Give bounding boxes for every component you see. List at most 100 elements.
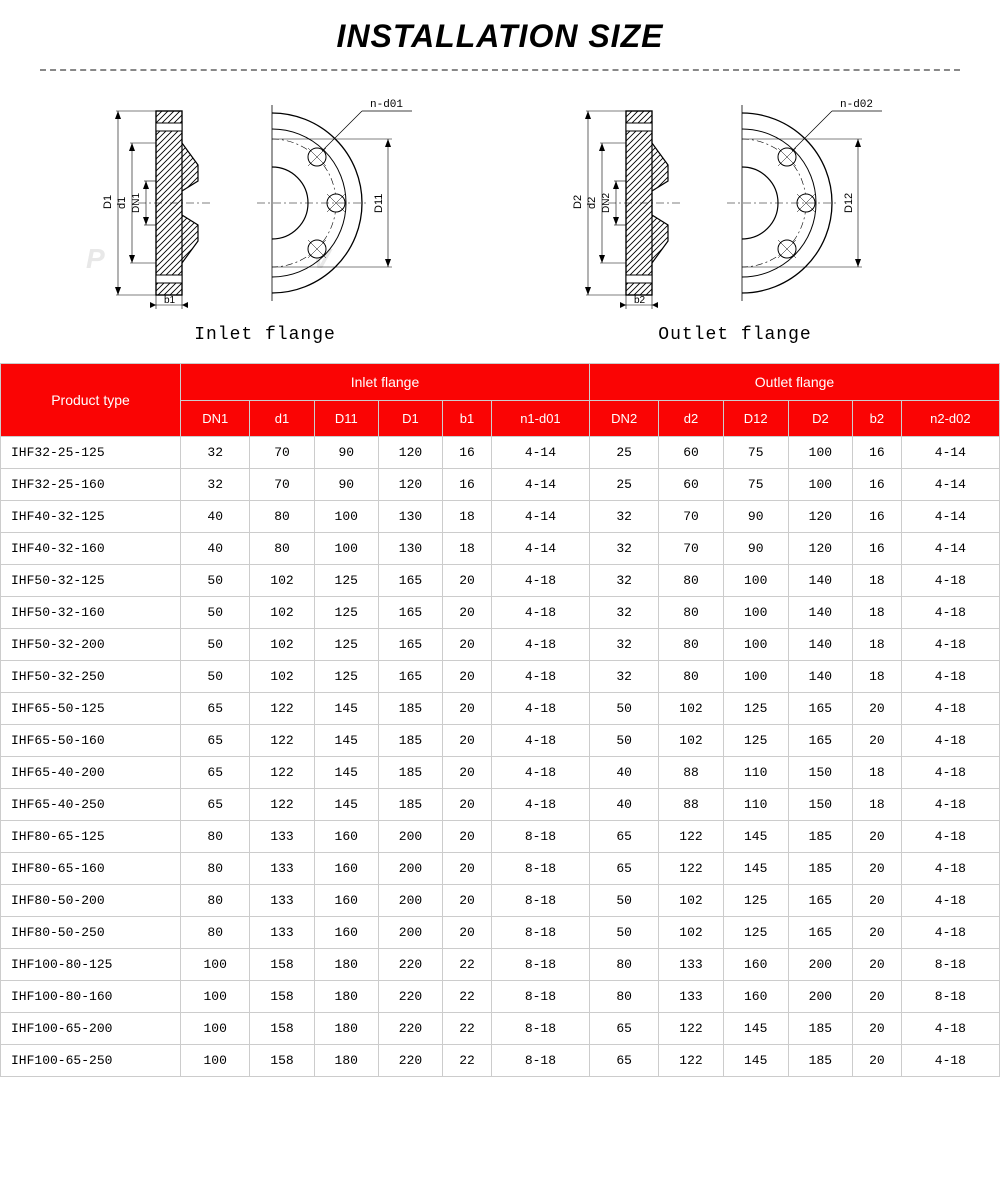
data-cell: 80 [250,533,314,565]
table-row: IHF65-50-16065122145185204-1850102125165… [1,725,1000,757]
data-cell: 8-18 [491,981,589,1013]
data-cell: 4-18 [491,565,589,597]
data-cell: 145 [314,693,378,725]
data-cell: 8-18 [901,949,999,981]
data-cell: 32 [589,661,658,693]
data-cell: 140 [788,565,852,597]
data-cell: 110 [723,789,788,821]
data-cell: 20 [443,821,492,853]
data-cell: 100 [723,629,788,661]
data-cell: 100 [181,981,250,1013]
data-cell: 200 [378,917,442,949]
data-cell: 165 [378,565,442,597]
data-cell: 122 [659,853,723,885]
data-cell: 65 [181,725,250,757]
product-cell: IHF40-32-125 [1,501,181,533]
data-cell: 145 [314,725,378,757]
data-cell: 102 [659,725,723,757]
data-cell: 80 [181,821,250,853]
data-cell: 20 [853,693,902,725]
data-cell: 18 [853,661,902,693]
data-cell: 32 [589,565,658,597]
data-cell: 145 [314,757,378,789]
data-cell: 180 [314,1045,378,1077]
data-cell: 22 [443,981,492,1013]
data-cell: 100 [181,1045,250,1077]
data-cell: 125 [314,629,378,661]
inlet-front-diagram: V n-d01 [252,93,452,313]
inlet-label: Inlet flange [194,325,336,345]
data-cell: 4-14 [491,469,589,501]
data-cell: 20 [443,597,492,629]
data-cell: 80 [659,565,723,597]
data-cell: 20 [853,821,902,853]
data-cell: 133 [250,821,314,853]
dim-DN2: DN2 [601,193,612,213]
separator-line [40,69,960,71]
data-cell: 70 [250,469,314,501]
dim-D1: D1 [102,195,114,209]
data-cell: 4-18 [901,597,999,629]
data-cell: 4-18 [901,1013,999,1045]
data-cell: 160 [314,917,378,949]
product-cell: IHF100-80-160 [1,981,181,1013]
th-outlet: Outlet flange [589,364,999,401]
data-cell: 4-18 [491,789,589,821]
data-cell: 4-14 [901,533,999,565]
th-col: b2 [853,401,902,437]
dim-D12: D12 [843,193,855,213]
data-cell: 185 [378,757,442,789]
data-cell: 80 [589,981,658,1013]
data-cell: 40 [181,501,250,533]
data-cell: 185 [378,693,442,725]
data-cell: 158 [250,1013,314,1045]
data-cell: 4-18 [901,789,999,821]
data-cell: 18 [443,501,492,533]
data-cell: 145 [314,789,378,821]
data-cell: 8-18 [491,949,589,981]
data-cell: 50 [589,885,658,917]
th-col: D2 [788,401,852,437]
th-product: Product type [1,364,181,437]
dim-d2: d2 [586,197,598,209]
data-cell: 50 [181,629,250,661]
data-cell: 90 [314,437,378,469]
data-cell: 80 [181,885,250,917]
data-cell: 145 [723,853,788,885]
data-cell: 22 [443,949,492,981]
outlet-label: Outlet flange [658,325,811,345]
data-cell: 200 [378,821,442,853]
product-cell: IHF80-50-250 [1,917,181,949]
data-cell: 65 [589,1013,658,1045]
data-cell: 8-18 [491,917,589,949]
data-cell: 165 [788,693,852,725]
table-row: IHF100-80-160100158180220228-18801331602… [1,981,1000,1013]
inlet-cross-section-diagram: P D1 d1 [78,93,248,313]
data-cell: 133 [250,917,314,949]
data-cell: 4-18 [491,693,589,725]
th-col: DN1 [181,401,250,437]
data-cell: 160 [314,853,378,885]
data-cell: 133 [659,981,723,1013]
data-cell: 4-18 [901,629,999,661]
diagrams-row: P D1 d1 [0,93,1000,345]
table-row: IHF40-32-1604080100130184-14327090120164… [1,533,1000,565]
data-cell: 140 [788,661,852,693]
data-cell: 185 [788,821,852,853]
table-row: IHF32-25-160327090120164-14256075100164-… [1,469,1000,501]
table-row: IHF100-65-250100158180220228-18651221451… [1,1045,1000,1077]
data-cell: 20 [443,789,492,821]
data-cell: 88 [659,789,723,821]
data-cell: 165 [378,661,442,693]
data-cell: 185 [788,853,852,885]
data-cell: 20 [443,629,492,661]
data-cell: 158 [250,949,314,981]
data-cell: 122 [659,1013,723,1045]
th-col: DN2 [589,401,658,437]
data-cell: 100 [723,597,788,629]
data-cell: 180 [314,1013,378,1045]
data-cell: 150 [788,789,852,821]
data-cell: 50 [589,725,658,757]
data-cell: 16 [443,469,492,501]
outlet-diagram-group: D2 d2 DN2 b2 [548,93,922,345]
